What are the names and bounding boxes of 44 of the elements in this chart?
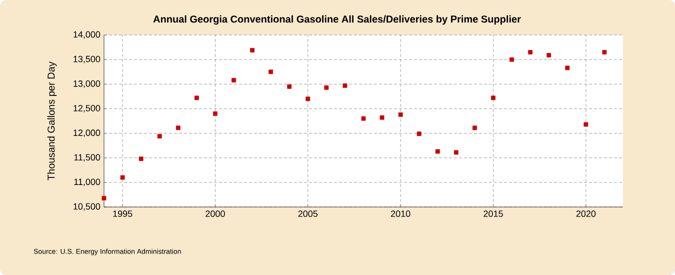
point bbox=[361, 116, 366, 121]
point bbox=[268, 70, 274, 74]
point bbox=[510, 57, 514, 62]
point bbox=[454, 150, 458, 155]
y-tick-label: 12,000 bbox=[74, 130, 100, 137]
point bbox=[528, 50, 533, 54]
point bbox=[194, 96, 199, 100]
point bbox=[102, 196, 106, 200]
x-tick-label: 2010 bbox=[391, 210, 410, 217]
point bbox=[602, 50, 607, 54]
point bbox=[306, 96, 310, 102]
point bbox=[324, 85, 329, 90]
point bbox=[398, 112, 403, 117]
point bbox=[565, 66, 570, 70]
y-tick-label: 13,500 bbox=[74, 56, 100, 64]
point bbox=[380, 115, 384, 120]
point bbox=[342, 83, 348, 88]
point bbox=[435, 149, 440, 154]
y-tick-label: 14,000 bbox=[74, 31, 100, 39]
point bbox=[546, 52, 552, 58]
point bbox=[120, 175, 125, 180]
point bbox=[584, 122, 588, 127]
point bbox=[416, 132, 422, 136]
point bbox=[250, 48, 254, 52]
point bbox=[491, 96, 496, 100]
point bbox=[472, 126, 477, 130]
point bbox=[138, 156, 144, 162]
x-tick-label: 2005 bbox=[298, 210, 318, 217]
x-tick-label: 2015 bbox=[484, 210, 503, 217]
y-tick-label: 12,500 bbox=[74, 104, 100, 112]
chart-title: Annual Georgia Conventional Gasoline All Sales/Deliveries by Prime Supplier bbox=[153, 15, 521, 25]
x-tick-label: 2020 bbox=[576, 210, 596, 217]
y-tick-label: 10,500 bbox=[74, 203, 100, 211]
point bbox=[157, 134, 162, 138]
point bbox=[287, 84, 292, 89]
point bbox=[232, 78, 236, 82]
x-tick-label: 1995 bbox=[113, 210, 132, 217]
point bbox=[176, 126, 180, 130]
point bbox=[213, 111, 218, 116]
x-tick-label: 2000 bbox=[206, 210, 225, 217]
y-tick-label: 11,000 bbox=[74, 178, 100, 186]
y-tick-label: 13,000 bbox=[74, 80, 100, 88]
y-tick-label: 11,500 bbox=[74, 154, 100, 162]
y-axis-title: Thousand Gallons per Day bbox=[47, 62, 57, 180]
